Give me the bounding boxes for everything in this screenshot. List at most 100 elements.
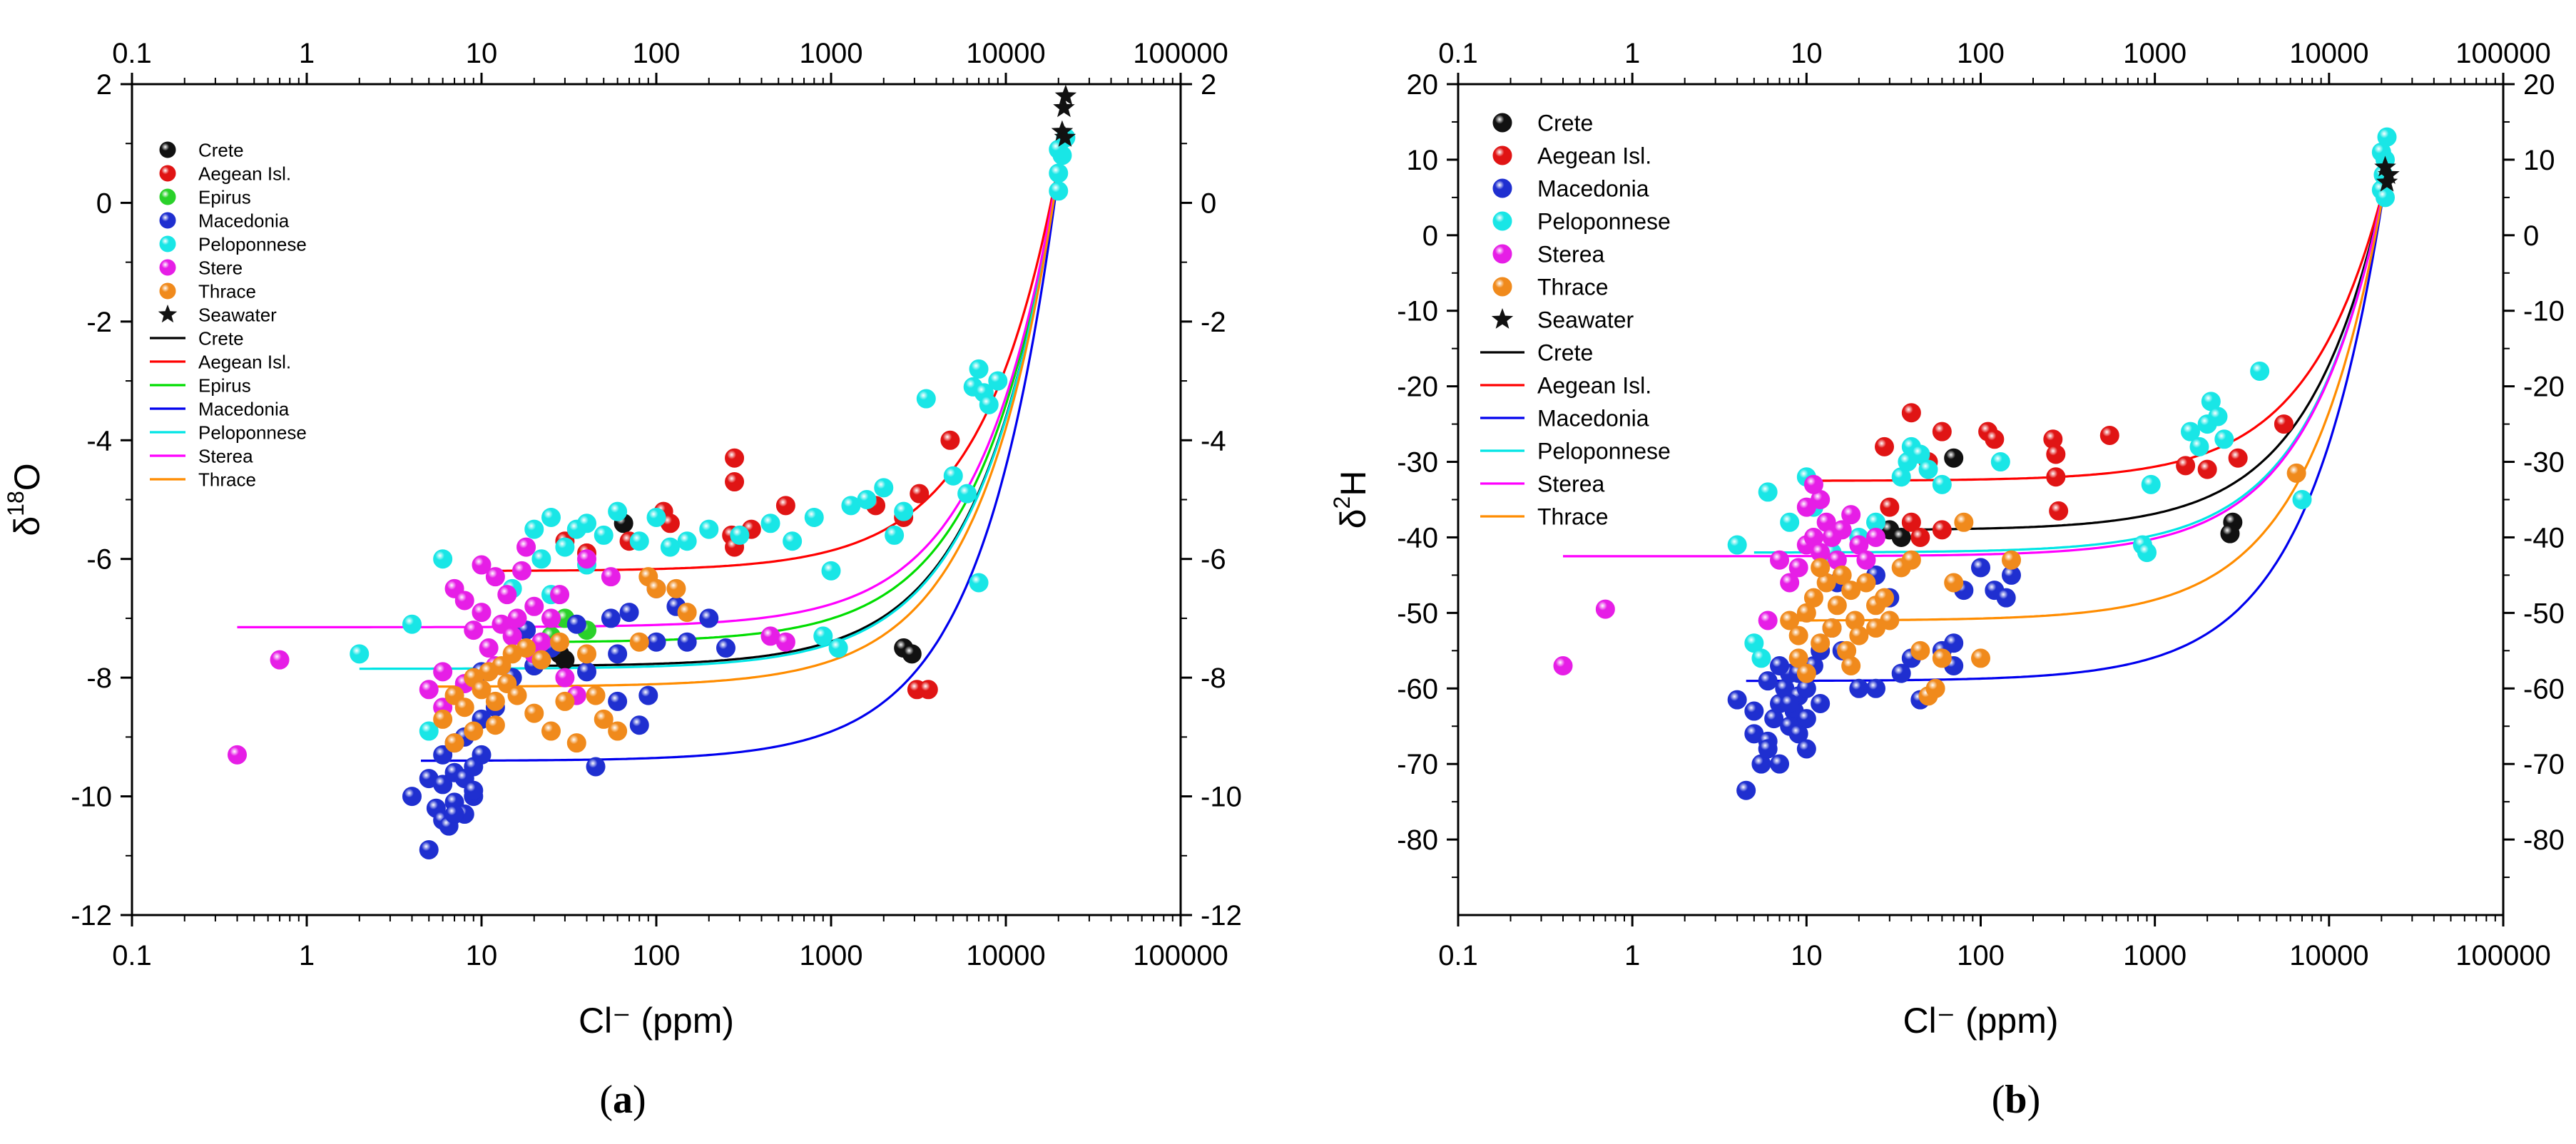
y-tick-label-right: -10: [1201, 782, 1242, 813]
point-macedonia: [1996, 588, 2016, 608]
legend-label: Sterea: [1537, 471, 1604, 497]
scatter-points: [228, 84, 1077, 859]
point-stere: [472, 603, 492, 623]
point-macedonia: [619, 603, 639, 623]
point-aegean-isl: [1875, 436, 1895, 456]
point-aegean-isl: [775, 496, 795, 516]
point-peloponnese: [2292, 490, 2312, 509]
mixing-line-sterea: [1563, 182, 2387, 558]
point-macedonia: [1849, 678, 1869, 698]
point-thrace: [1971, 648, 1990, 668]
point-thrace: [566, 733, 586, 753]
point-peloponnese: [1918, 459, 1938, 479]
x-tick-label: 100: [633, 940, 681, 971]
x-tick-label: 100000: [1133, 940, 1228, 971]
point-thrace: [1796, 663, 1816, 683]
point-peloponnese: [2371, 142, 2391, 162]
point-sterea: [1553, 656, 1573, 675]
series-seawater: [1051, 84, 1077, 147]
point-stere: [577, 549, 597, 569]
point-macedonia: [629, 715, 649, 735]
x-tick-label: 1: [299, 940, 315, 971]
point-macedonia: [699, 608, 719, 628]
point-peloponnese: [677, 531, 697, 551]
x-tick-label-top: 1000: [2123, 38, 2186, 69]
point-crete: [1944, 448, 1964, 468]
x-tick-label-top: 10: [1791, 38, 1823, 69]
point-thrace: [1910, 640, 1930, 660]
mixing-line-macedonia: [421, 143, 1064, 762]
y-tick-label: -50: [1397, 598, 1438, 629]
point-peloponnese: [957, 484, 977, 504]
point-aegean-isl: [940, 430, 960, 450]
point-macedonia: [1796, 709, 1816, 729]
point-stere: [454, 591, 474, 611]
legend-marker-macedonia: [159, 212, 176, 229]
point-macedonia: [1971, 558, 1990, 578]
legend-marker-epirus: [159, 188, 176, 205]
point-crete: [1891, 527, 1911, 547]
point-macedonia: [402, 787, 422, 807]
y-tick-label: -10: [1397, 296, 1438, 327]
point-thrace: [507, 685, 527, 705]
point-thrace: [1875, 588, 1895, 608]
point-seawater: [1053, 96, 1075, 118]
point-macedonia: [1744, 701, 1764, 721]
point-thrace: [1932, 648, 1952, 668]
point-peloponnese: [555, 537, 575, 557]
legend-label: Crete: [1537, 340, 1593, 366]
y-tick-label: -4: [86, 425, 112, 456]
mixing-lines: [237, 143, 1064, 762]
point-aegean-isl: [918, 680, 938, 700]
y-tick-label: -30: [1397, 447, 1438, 479]
legend-label: Aegean Isl.: [198, 351, 291, 372]
point-peloponnese: [2141, 474, 2161, 494]
legend-label: Aegean Isl.: [1537, 143, 1651, 169]
point-peloponnese: [2250, 361, 2270, 381]
legend-label: Seawater: [1537, 307, 1634, 333]
point-aegean-isl: [2049, 501, 2069, 521]
point-peloponnese: [1932, 474, 1952, 494]
y-axis-title-superscript: 2: [1329, 496, 1355, 509]
y-tick-label-right: -4: [1201, 425, 1226, 456]
x-axis: 0.1 0.1 1 1 10 10 100 100 1000 1000 10000 10000 1000…: [112, 38, 1228, 971]
point-stere: [419, 680, 439, 700]
point-stere: [550, 585, 570, 605]
point-peloponnese: [760, 514, 780, 533]
y-axis-title: δ2H: [1329, 471, 1373, 529]
y-axis-title-symbol: δ: [1333, 509, 1373, 529]
point-sterea: [1856, 550, 1876, 570]
legend-label: Peloponnese: [1537, 439, 1671, 464]
x-axis: 0.1 0.1 1 1 10 10 100 100 1000 1000 10000 10000 1000…: [1438, 38, 2551, 971]
legend-label: Crete: [198, 139, 244, 160]
point-macedonia: [1727, 690, 1747, 710]
point-peloponnese: [660, 537, 680, 557]
legend-label: Thrace: [1537, 275, 1609, 300]
x-tick-label: 10000: [2289, 940, 2368, 971]
point-peloponnese: [943, 466, 963, 486]
point-peloponnese: [2181, 422, 2201, 441]
legend: Crete Aegean Isl. Macedonia Peloponnese Ster…: [1480, 111, 1671, 530]
legend-label: Aegean Isl.: [1537, 373, 1651, 399]
point-macedonia: [677, 632, 697, 652]
series-seawater: [2374, 155, 2400, 192]
legend-label: Macedonia: [198, 210, 290, 231]
point-peloponnese: [1049, 181, 1069, 201]
x-tick-label-top: 1000: [800, 38, 863, 69]
point-stere: [228, 745, 248, 765]
series-sterea: [1553, 474, 1885, 675]
point-stere: [516, 537, 536, 557]
point-peloponnese: [1727, 535, 1747, 555]
legend-label: Aegean Isl.: [198, 163, 291, 184]
point-aegean-isl: [2046, 444, 2066, 464]
legend-label: Macedonia: [1537, 406, 1649, 431]
y-tick-label-right: -2: [1201, 307, 1226, 338]
y-tick-label: -70: [1397, 749, 1438, 780]
point-macedonia: [1865, 678, 1885, 698]
x-tick-label: 1000: [800, 940, 863, 971]
mixing-line-aegean-isl: [481, 143, 1064, 572]
chart-panel-b: 0.1 0.1 1 1 10 10 100 100 1000 1000 10000 10000 1000…: [1288, 0, 2576, 1144]
y-tick-label-right: 20: [2523, 69, 2555, 101]
point-aegean-isl: [1932, 422, 1952, 441]
point-peloponnese: [2214, 429, 2234, 449]
